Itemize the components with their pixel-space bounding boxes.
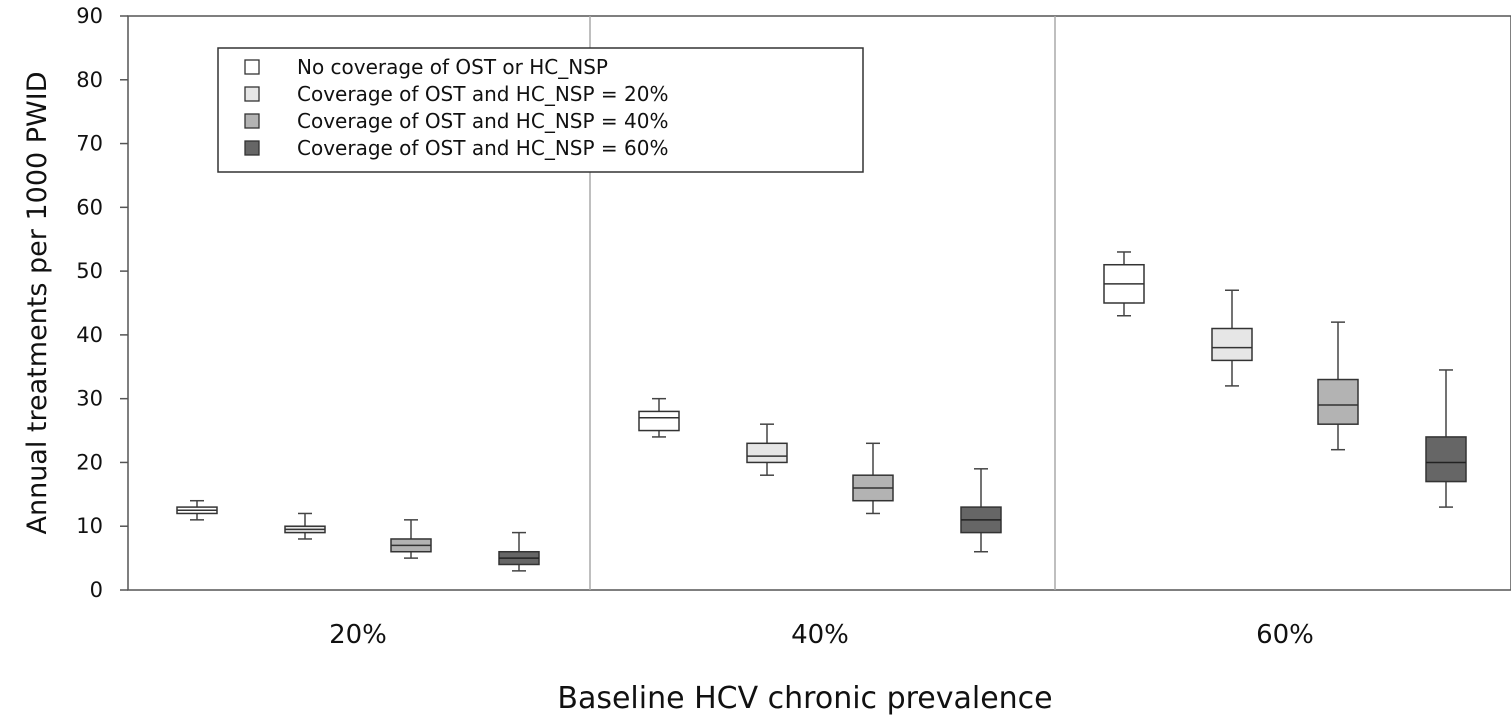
y-tick-label: 80 bbox=[76, 68, 103, 92]
legend-swatch bbox=[244, 59, 260, 75]
box-iqr bbox=[746, 442, 788, 464]
y-tick-label: 90 bbox=[76, 4, 103, 28]
y-tick-label: 20 bbox=[76, 450, 103, 474]
legend-swatch bbox=[244, 140, 260, 156]
x-axis-title: Baseline HCV chronic prevalence bbox=[557, 681, 1052, 716]
legend-label: Coverage of OST and HC_NSP = 60% bbox=[297, 136, 668, 160]
legend-swatch bbox=[244, 86, 260, 102]
legend-label: Coverage of OST and HC_NSP = 40% bbox=[297, 109, 668, 133]
box-plot bbox=[498, 531, 540, 572]
box-iqr bbox=[1425, 436, 1467, 483]
box-iqr bbox=[638, 410, 680, 432]
box-plot bbox=[960, 468, 1002, 553]
box-plot bbox=[1103, 251, 1145, 317]
box-iqr bbox=[1211, 327, 1253, 362]
legend-box bbox=[217, 47, 864, 173]
y-tick-label: 40 bbox=[76, 323, 103, 347]
plot-border bbox=[127, 15, 1511, 591]
box-plot bbox=[1317, 321, 1359, 451]
x-axis-categories: 20% 40% 60% bbox=[329, 620, 1314, 650]
y-tick-label: 10 bbox=[76, 514, 103, 538]
y-axis-title: Annual treatments per 1000 PWID bbox=[22, 72, 53, 535]
box-plot bbox=[1425, 369, 1467, 508]
box-plot bbox=[852, 442, 894, 515]
box-plot bbox=[1211, 289, 1253, 387]
box-series bbox=[176, 251, 1467, 572]
y-tick-label: 50 bbox=[76, 259, 103, 283]
y-tick-label: 60 bbox=[76, 195, 103, 219]
y-tick-label: 70 bbox=[76, 132, 103, 156]
box-iqr bbox=[1317, 378, 1359, 425]
box-plot bbox=[638, 397, 680, 438]
legend-label: Coverage of OST and HC_NSP = 20% bbox=[297, 82, 668, 106]
y-axis: 0 10 20 30 40 50 60 70 80 90 bbox=[76, 4, 128, 602]
box-plot bbox=[176, 499, 218, 521]
box-plot bbox=[284, 512, 326, 540]
x-category-label: 20% bbox=[329, 620, 387, 650]
legend-swatch bbox=[244, 113, 260, 129]
box-plot bbox=[746, 423, 788, 476]
legend-label: No coverage of OST or HC_NSP bbox=[297, 55, 608, 79]
x-category-label: 60% bbox=[1256, 620, 1314, 650]
y-tick-label: 0 bbox=[90, 578, 103, 602]
x-category-label: 40% bbox=[791, 620, 849, 650]
y-tick-label: 30 bbox=[76, 387, 103, 411]
box-plot bbox=[390, 519, 432, 559]
legend: No coverage of OST or HC_NSP Coverage of … bbox=[217, 47, 864, 173]
